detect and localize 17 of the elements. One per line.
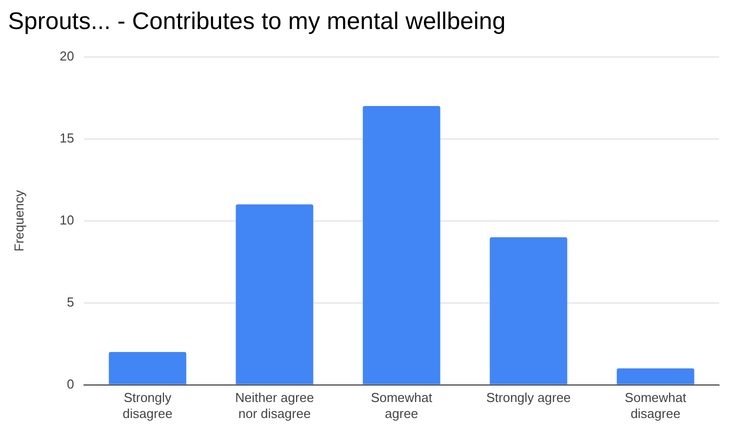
bar	[616, 368, 694, 384]
chart-title: Sprouts... - Contributes to my mental wellbeing	[8, 8, 506, 36]
x-tick-label: Strongly agree	[486, 390, 571, 406]
x-tick-label: Strongly disagree	[122, 390, 172, 421]
x-tick-label: Neither agree nor disagree	[235, 390, 314, 421]
y-tick-label: 15	[60, 130, 74, 146]
x-tick-label: Somewhat agree	[370, 390, 433, 421]
y-tick-label: 10	[60, 212, 74, 228]
y-tick-label: 5	[66, 294, 74, 310]
y-axis-title: Frequency	[11, 190, 26, 252]
bar	[490, 237, 568, 384]
bar	[236, 204, 314, 384]
bar	[108, 352, 186, 384]
y-tick-label: 0	[66, 376, 74, 392]
bar	[362, 106, 440, 384]
y-tick-label: 20	[60, 48, 74, 64]
x-tick-label: Somewhat disagree	[624, 390, 687, 421]
